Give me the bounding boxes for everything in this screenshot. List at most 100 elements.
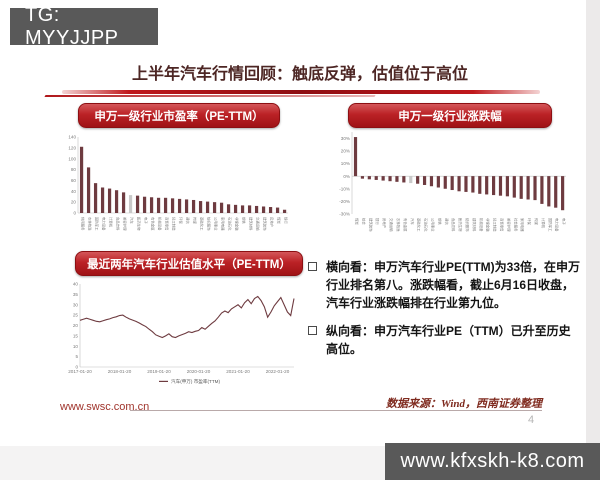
svg-text:综合: 综合 [361, 218, 366, 225]
svg-text:15: 15 [73, 333, 79, 338]
svg-text:家用电器: 家用电器 [221, 217, 226, 231]
svg-text:10%: 10% [341, 161, 350, 166]
chart-header-valuation-label: 最近两年汽车行业估值水平（PE-TTM） [87, 258, 291, 271]
svg-text:环保: 环保 [179, 217, 184, 224]
svg-text:电力设备: 电力设备 [555, 218, 560, 232]
chart-header-change: 申万一级行业涨跌幅 [348, 103, 552, 128]
svg-text:140: 140 [68, 135, 76, 140]
svg-text:电子: 电子 [562, 218, 567, 225]
svg-text:2021-01-20: 2021-01-20 [226, 369, 250, 374]
svg-text:-30%: -30% [339, 212, 350, 217]
svg-text:0: 0 [73, 211, 76, 216]
svg-text:房地产: 房地产 [270, 217, 275, 228]
chart-header-pe: 申万一级行业市盈率（PE-TTM） [78, 103, 280, 128]
svg-text:国防军工: 国防军工 [548, 218, 553, 232]
title-divider-accent [44, 95, 376, 97]
svg-text:通信: 通信 [186, 217, 191, 224]
svg-text:5: 5 [75, 354, 78, 359]
svg-text:2017-01-20: 2017-01-20 [68, 369, 92, 374]
svg-text:40: 40 [71, 189, 77, 194]
list-item: 纵向看：申万汽车行业PE（TTM）已升至历史高位。 [308, 322, 582, 358]
svg-text:100: 100 [68, 156, 76, 161]
svg-text:电力设备: 电力设备 [102, 217, 107, 231]
svg-text:电子: 电子 [144, 217, 149, 224]
page-margin-right [586, 0, 600, 480]
svg-text:钢铁: 钢铁 [242, 217, 247, 224]
svg-text:国防军工: 国防军工 [95, 217, 100, 231]
svg-text:汽车(申万) 市盈率(TTM): 汽车(申万) 市盈率(TTM) [171, 378, 220, 385]
svg-text:基础化工: 基础化工 [417, 218, 422, 232]
svg-text:有色金属: 有色金属 [403, 218, 408, 232]
page-title: 上半年汽车行情回顾：触底反弹，估值位于高位 [131, 66, 468, 83]
square-bullet-icon [308, 326, 317, 335]
svg-text:银行: 银行 [284, 217, 289, 224]
svg-text:社会服务: 社会服务 [513, 218, 518, 232]
svg-text:非银金融: 非银金融 [235, 217, 240, 231]
svg-text:环保: 环保 [527, 218, 532, 225]
svg-text:40: 40 [73, 282, 79, 287]
svg-text:建筑装饰: 建筑装饰 [263, 217, 268, 231]
footer-divider [130, 410, 542, 411]
svg-text:-20%: -20% [339, 199, 350, 204]
list-item: 横向看：申万汽车行业PE(TTM)为33倍，在申万行业排名第八。涨跌幅看，截止6… [308, 258, 582, 312]
svg-text:0: 0 [75, 365, 78, 370]
bullet-text: 横向看：申万汽车行业PE(TTM)为33倍，在申万行业排名第八。涨跌幅看，截止6… [326, 260, 581, 310]
svg-text:30: 30 [73, 302, 79, 307]
chart-header-pe-label: 申万一级行业市盈率（PE-TTM） [94, 110, 264, 123]
svg-text:食品饮料: 食品饮料 [451, 218, 456, 232]
page-number: 4 [528, 414, 535, 426]
pe-bar-chart: 140 120 100 80 60 40 20 0 休闲服务 农林牧渔 国防军工 电力设备 计算机 食品饮… [68, 135, 289, 232]
svg-text:公用事业: 公用事业 [430, 218, 435, 232]
svg-text:交通运输: 交通运输 [256, 217, 261, 231]
svg-text:钢铁: 钢铁 [437, 218, 442, 225]
data-source-note: 数据来源：Wind，西南证券整理 [385, 398, 542, 410]
watermark-url-text: www.kfxskh-k8.com [400, 450, 585, 472]
title-divider [62, 90, 540, 94]
svg-text:医药生物: 医药生物 [458, 218, 463, 232]
svg-text:医药生物: 医药生物 [137, 217, 142, 231]
svg-text:休闲服务: 休闲服务 [81, 217, 86, 231]
svg-text:农林牧渔: 农林牧渔 [88, 217, 93, 231]
svg-text:煤炭: 煤炭 [355, 218, 360, 225]
svg-text:轻工制造: 轻工制造 [493, 218, 498, 232]
svg-text:房地产: 房地产 [382, 218, 387, 229]
commentary-list: 横向看：申万汽车行业PE(TTM)为33倍，在申万行业排名第八。涨跌幅看，截止6… [308, 258, 582, 368]
svg-text:通信: 通信 [444, 218, 449, 225]
svg-text:基础化工: 基础化工 [200, 217, 205, 231]
svg-text:石油石化: 石油石化 [424, 218, 429, 232]
svg-text:计算机: 计算机 [109, 217, 114, 228]
svg-text:美容护理: 美容护理 [123, 217, 128, 231]
svg-text:2020-01-20: 2020-01-20 [187, 369, 211, 374]
svg-text:农林牧渔: 农林牧渔 [396, 218, 401, 232]
svg-text:美容护理: 美容护理 [506, 218, 511, 232]
svg-text:商贸零售: 商贸零售 [499, 218, 504, 232]
svg-text:交通运输: 交通运输 [389, 218, 394, 232]
svg-text:2022-01-20: 2022-01-20 [266, 369, 290, 374]
svg-text:20: 20 [71, 200, 77, 205]
svg-text:汽车: 汽车 [410, 218, 415, 225]
svg-text:10: 10 [73, 344, 79, 349]
watermark-tag-banner: TG: MYYJJPP [10, 4, 158, 49]
svg-text:煤炭: 煤炭 [277, 217, 282, 224]
chart-header-change-label: 申万一级行业涨跌幅 [398, 110, 502, 123]
svg-text:商贸零售: 商贸零售 [165, 217, 170, 231]
svg-text:建筑材料: 建筑材料 [472, 218, 477, 232]
svg-text:20: 20 [73, 323, 79, 328]
svg-text:30%: 30% [341, 136, 350, 141]
footer-website-link[interactable]: www.swsc.com.cn [60, 401, 150, 413]
svg-text:纺织服饰: 纺织服饰 [207, 217, 212, 231]
svg-text:机械设备: 机械设备 [158, 217, 163, 231]
change-bar-chart: 30% 20% 10% 0% -10% -20% -30% 煤炭 综合 建筑装饰 银行 房地产 交通运输… [339, 132, 567, 232]
svg-text:传媒: 传媒 [534, 218, 539, 225]
svg-text:-10%: -10% [339, 186, 350, 191]
svg-text:35: 35 [73, 292, 79, 297]
svg-text:传媒: 传媒 [193, 217, 198, 224]
svg-text:纺织服饰: 纺织服饰 [465, 218, 470, 232]
svg-text:机械设备: 机械设备 [479, 218, 484, 232]
svg-text:60: 60 [71, 178, 77, 183]
watermark-tag-text: TG: MYYJJPP [25, 3, 119, 49]
svg-text:石油石化: 石油石化 [228, 217, 233, 231]
svg-text:0%: 0% [343, 174, 350, 179]
